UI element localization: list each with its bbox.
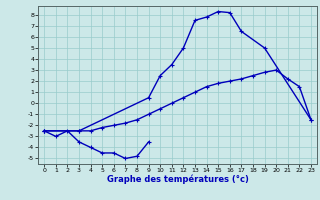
- X-axis label: Graphe des températures (°c): Graphe des températures (°c): [107, 175, 249, 184]
